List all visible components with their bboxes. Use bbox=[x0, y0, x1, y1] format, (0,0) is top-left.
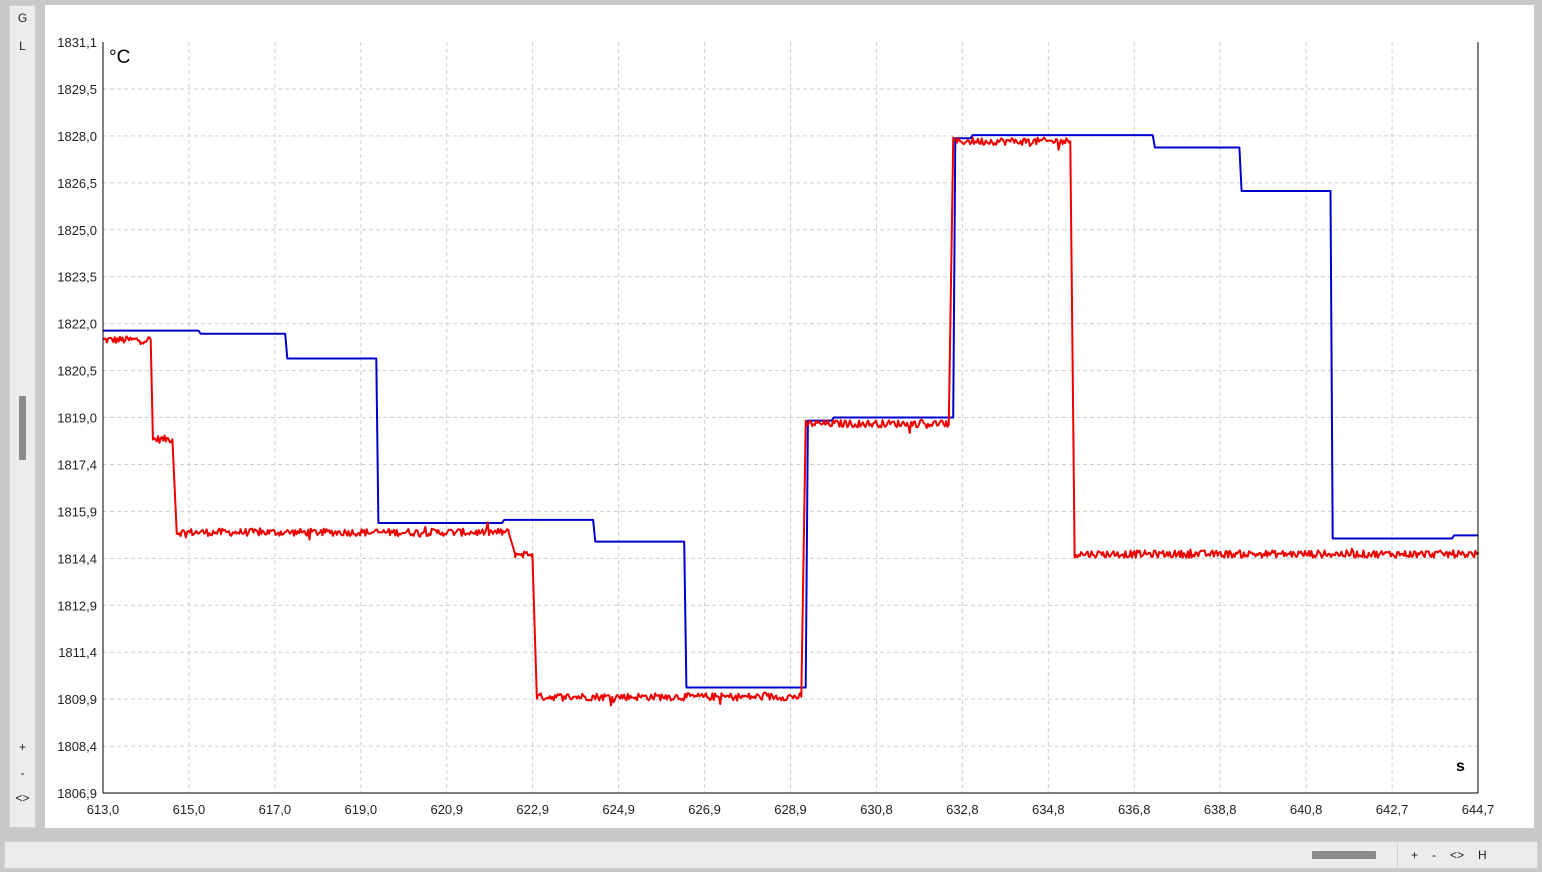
x-tick-label: 638,8 bbox=[1204, 802, 1237, 817]
series-lines bbox=[102, 134, 1479, 707]
y-tick-label: 1806,9 bbox=[57, 786, 97, 801]
x-axis-unit-label: s bbox=[1456, 758, 1465, 775]
x-tick-label: 636,8 bbox=[1118, 802, 1151, 817]
grid bbox=[103, 42, 1478, 793]
x-tick-label: 634,8 bbox=[1032, 802, 1065, 817]
y-tick-label: 1817,4 bbox=[57, 457, 97, 472]
x-tick-label: 642,7 bbox=[1376, 802, 1409, 817]
x-tick-label: 619,0 bbox=[345, 802, 378, 817]
horizontal-fit-button[interactable]: <> bbox=[1450, 848, 1465, 862]
y-tick-label: 1808,4 bbox=[57, 739, 97, 754]
y-tick-label: 1822,0 bbox=[57, 317, 97, 332]
x-tick-label: 615,0 bbox=[173, 802, 206, 817]
vertical-toolbar: G L + - <> bbox=[9, 5, 36, 828]
h-button[interactable]: H bbox=[1478, 848, 1487, 862]
y-tick-label: 1828,0 bbox=[57, 129, 97, 144]
y-tick-label: 1814,4 bbox=[57, 551, 97, 566]
y-tick-label: 1826,5 bbox=[57, 176, 97, 191]
x-tick-label: 628,9 bbox=[774, 802, 807, 817]
y-tick-label: 1829,5 bbox=[57, 82, 97, 97]
x-tick-label: 626,9 bbox=[688, 802, 721, 817]
y-tick-label: 1809,9 bbox=[57, 692, 97, 707]
vertical-zoom-out-button[interactable]: - bbox=[20, 766, 25, 780]
horizontal-button-group: + - <> H bbox=[1397, 842, 1494, 868]
vertical-fit-button[interactable]: <> bbox=[15, 791, 30, 805]
x-tick-label: 640,8 bbox=[1290, 802, 1323, 817]
l-button[interactable]: L bbox=[19, 39, 26, 53]
horizontal-zoom-in-button[interactable]: + bbox=[1411, 848, 1419, 862]
y-tick-label: 1812,9 bbox=[57, 598, 97, 613]
horizontal-scrollbar-thumb[interactable] bbox=[1312, 851, 1376, 859]
x-tick-label: 613,0 bbox=[87, 802, 120, 817]
x-tick-label: 617,0 bbox=[259, 802, 292, 817]
y-tick-label: 1825,0 bbox=[57, 223, 97, 238]
y-tick-label: 1819,0 bbox=[57, 411, 97, 426]
y-tick-label: 1815,9 bbox=[57, 504, 97, 519]
horizontal-zoom-out-button[interactable]: - bbox=[1432, 848, 1437, 862]
series-line-1 bbox=[103, 134, 1478, 689]
horizontal-toolbar: + - <> H bbox=[4, 841, 1538, 869]
x-tick-label: 632,8 bbox=[946, 802, 979, 817]
x-tick-label: 620,9 bbox=[430, 802, 463, 817]
g-button[interactable]: G bbox=[17, 11, 28, 25]
series-line-2 bbox=[102, 136, 1479, 707]
x-tick-label: 624,9 bbox=[602, 802, 635, 817]
x-tick-label: 622,9 bbox=[516, 802, 549, 817]
chart-panel bbox=[45, 5, 1534, 828]
vertical-zoom-in-button[interactable]: + bbox=[18, 740, 26, 754]
y-tick-label: 1811,4 bbox=[58, 645, 97, 660]
y-tick-label: 1831,1 bbox=[57, 35, 97, 50]
vertical-scrollbar-thumb[interactable] bbox=[19, 396, 26, 460]
axes: 613,0 615,0 617,0 619,0 620,9 622,9 624,9 626,9… bbox=[57, 35, 1494, 817]
x-tick-label: 644,7 bbox=[1462, 802, 1495, 817]
x-tick-label: 630,8 bbox=[860, 802, 893, 817]
y-axis-unit-label: °C bbox=[109, 47, 130, 68]
y-tick-label: 1820,5 bbox=[57, 364, 97, 379]
y-tick-label: 1823,5 bbox=[57, 270, 97, 285]
